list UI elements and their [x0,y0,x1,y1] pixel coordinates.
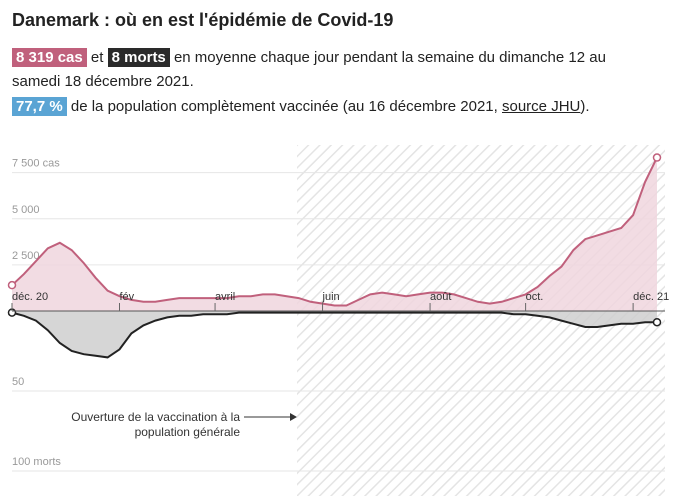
x-tick-label: juin [322,291,340,303]
x-tick-label: août [430,291,451,303]
summary-text: et [90,49,104,66]
end-point [652,317,662,327]
end-point [7,280,17,290]
annotation: Ouverture de la vaccination à la [71,410,240,424]
area [12,157,657,311]
summary-text: de la population complètement vaccinée (… [70,98,498,115]
y-tick-label: 5 000 [12,204,40,216]
x-tick-label: avril [215,291,235,303]
x-tick-label: déc. 21 [633,291,669,303]
y-tick-label: 7 500 cas [12,158,60,170]
line [11,157,658,307]
end-point [652,153,662,162]
x-tick-label: oct. [526,291,544,303]
source-link[interactable]: source JHU [502,98,581,115]
summary-cases: 8 319 cas et 8 morts en moyenne chaque j… [12,46,622,94]
vaccination-badge: 77,7 % [12,97,67,116]
area [12,311,657,358]
summary-text: ). [580,98,590,115]
summary-vaccination: 77,7 % de la population complètement vac… [12,95,622,119]
cases-badge: 8 319 cas [12,48,87,67]
annotation: population générale [135,425,241,439]
y2-tick-label: 50 [12,376,24,388]
x-tick-label: déc. 20 [12,291,48,303]
annotation-arrowhead [290,413,297,421]
summary-text: en moyenne chaque jour pendant la semain… [12,49,606,90]
y-tick-label: 2 500 [12,250,40,262]
title: Danemark : où en est l'épidémie de Covid… [12,10,394,30]
x-tick-label: fév [120,291,135,303]
deaths-badge: 8 morts [107,48,170,67]
line [11,311,657,359]
y2-tick-label: 100 morts [12,456,61,468]
